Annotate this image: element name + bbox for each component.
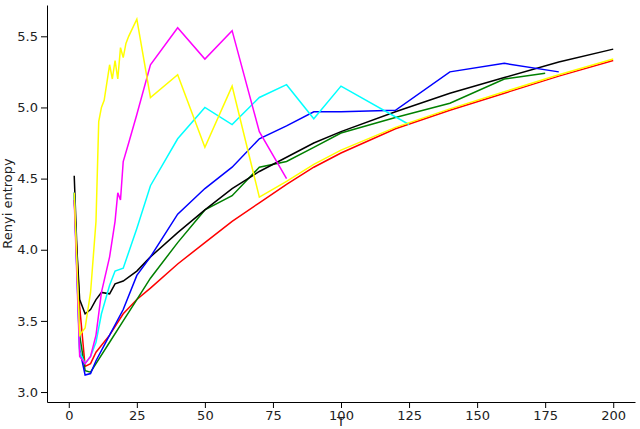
- x-tick: 125: [397, 402, 422, 423]
- y-tick-label: 5.0: [17, 100, 38, 115]
- x-tick-label: 50: [197, 408, 214, 423]
- series-line: [74, 49, 613, 314]
- y-tick: 4.5: [17, 171, 47, 186]
- x-tick: 200: [601, 402, 626, 423]
- x-tick: 50: [197, 402, 214, 423]
- y-tick-label: 4.5: [17, 171, 38, 186]
- y-tick: 5.0: [17, 100, 47, 115]
- x-tick-mark: [409, 402, 410, 408]
- chart: 02550751001251501752003.03.54.04.55.05.5…: [0, 0, 640, 429]
- series-line: [74, 28, 286, 364]
- y-axis-line: [47, 6, 48, 403]
- x-tick-mark: [545, 402, 546, 408]
- series-line: [74, 63, 559, 375]
- y-axis-title: Renyi entropy: [0, 158, 15, 249]
- x-tick-mark: [137, 402, 138, 408]
- x-tick-label: 200: [601, 408, 626, 423]
- lines: [74, 19, 613, 375]
- y-tick-label: 4.0: [17, 242, 38, 257]
- y-tick-mark: [41, 392, 47, 393]
- y-tick-label: 3.0: [17, 385, 38, 400]
- x-tick: 175: [533, 402, 558, 423]
- series-line: [74, 19, 613, 335]
- x-tick: 150: [465, 402, 490, 423]
- x-tick-mark: [273, 402, 274, 408]
- y-tick: 4.0: [17, 242, 47, 257]
- y-tick-mark: [41, 107, 47, 108]
- y-tick-mark: [41, 36, 47, 37]
- x-tick-mark: [477, 402, 478, 408]
- y-tick: 5.5: [17, 29, 47, 44]
- x-tick-label: 0: [65, 408, 73, 423]
- x-tick: 0: [65, 402, 73, 423]
- y-tick-mark: [41, 179, 47, 180]
- series-line: [74, 73, 545, 372]
- x-tick-label: 75: [265, 408, 282, 423]
- x-tick-label: 125: [397, 408, 422, 423]
- y-tick: 3.0: [17, 385, 47, 400]
- y-axis: 3.0 3.5 4.0 4.5 5.0 5.5: [17, 6, 47, 403]
- x-tick: 25: [129, 402, 146, 423]
- x-tick-mark: [205, 402, 206, 408]
- x-tick: 75: [265, 402, 282, 423]
- y-tick-mark: [41, 321, 47, 322]
- x-tick-label: 175: [533, 408, 558, 423]
- x-axis-title: T: [336, 414, 345, 429]
- y-tick-label: 3.5: [17, 314, 38, 329]
- x-tick-label: 25: [129, 408, 146, 423]
- y-tick-mark: [41, 250, 47, 251]
- series-line: [74, 60, 613, 366]
- x-tick-mark: [69, 402, 70, 408]
- x-tick-mark: [613, 402, 614, 408]
- x-tick-label: 150: [465, 408, 490, 423]
- x-tick-mark: [341, 402, 342, 408]
- y-tick-label: 5.5: [17, 29, 38, 44]
- y-tick: 3.5: [17, 314, 47, 329]
